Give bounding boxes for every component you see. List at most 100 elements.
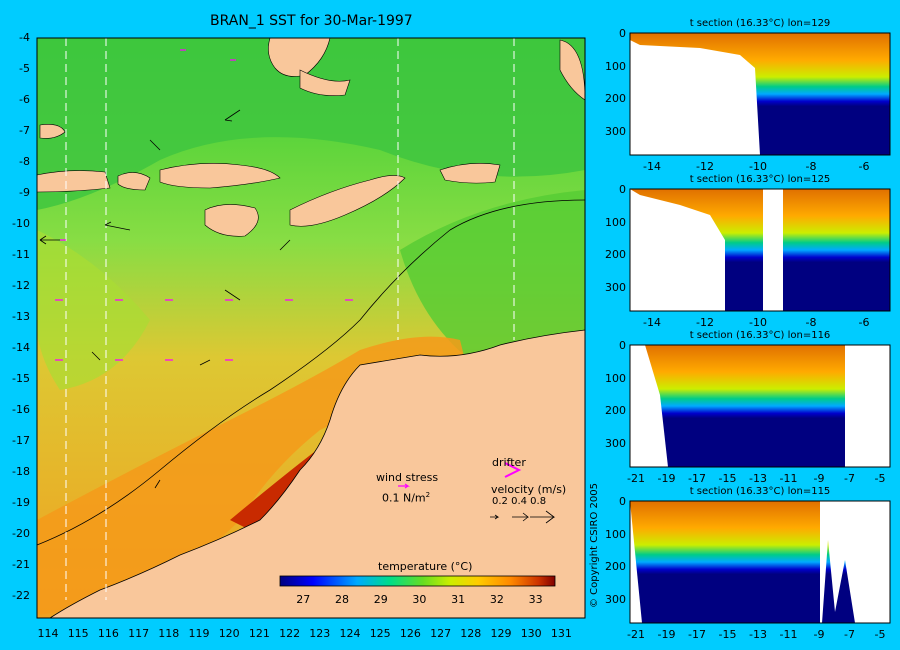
lat-tick-label: -6: [19, 93, 30, 106]
section-land-west: [630, 345, 668, 467]
lat-tick-label: -22: [12, 589, 30, 602]
section-lat-tick: -9: [813, 628, 825, 641]
section-lat-tick: -11: [779, 472, 798, 485]
copyright-text: © Copyright CSIRO 2005: [589, 483, 600, 608]
section-lat-tick: -15: [718, 472, 737, 485]
colorbar-tick-label: 27: [296, 593, 311, 606]
section-depth-tick: 0: [619, 339, 626, 352]
velocity-label: velocity (m/s): [491, 483, 567, 496]
colorbar-tick-label: 31: [451, 593, 466, 606]
section-title: t section (16.33°C) lon=115: [689, 486, 831, 497]
colorbar-tick-label: 29: [373, 593, 388, 606]
wind-arrows: [39, 109, 291, 489]
velocity-values: 0.2 0.4 0.8: [492, 496, 547, 507]
section-land: [630, 40, 760, 155]
lat-tick-label: -20: [12, 527, 30, 540]
drifter-markers: [55, 49, 353, 361]
lat-tick-label: -7: [19, 124, 30, 137]
lat-tick-label: -10: [12, 217, 30, 230]
lon-tick-label: 116: [97, 627, 119, 640]
australia-landmass: [48, 329, 586, 619]
section-gap: [763, 189, 783, 311]
section-lat-tick: -13: [749, 472, 767, 485]
section-lat-tick: -10: [749, 160, 767, 173]
map-title: BRAN_1 SST for 30-Mar-1997: [210, 13, 413, 29]
section-depth-tick: 200: [605, 404, 626, 417]
depth-contour: [36, 199, 586, 546]
lat-tick-label: -9: [19, 186, 30, 199]
java-island: [36, 170, 111, 193]
section-frame: [629, 500, 891, 624]
section-depth-tick: 100: [605, 59, 626, 73]
lat-tick-label: -12: [12, 279, 30, 292]
section-lat-tick: -7: [844, 472, 855, 485]
section-lat-tick: -11: [779, 628, 798, 641]
lon-tick-label: 114: [37, 627, 59, 640]
section-depth-tick: 200: [605, 248, 626, 261]
lat-tick-label: -18: [12, 465, 30, 478]
sst-map: [36, 37, 586, 619]
section-lat-tick: -19: [657, 628, 676, 641]
colorbar: [279, 575, 556, 587]
section-depth-tick: 0: [619, 27, 626, 40]
section-depth-tick: 200: [605, 92, 626, 105]
section-frame: [629, 32, 891, 156]
section-lat-tick: -8: [805, 316, 817, 329]
section-depth-tick: 100: [605, 215, 626, 229]
section-lat-tick: -17: [688, 628, 706, 641]
tanimbar-island: [439, 163, 501, 184]
section-depth-tick: 300: [605, 592, 626, 606]
drifter-label: drifter: [492, 456, 526, 469]
buton-island: [299, 69, 351, 96]
lon-tick-label: 126: [399, 627, 421, 640]
section-lat-tick: -5: [874, 628, 886, 641]
mid-water-west: [37, 230, 150, 390]
lat-tick-label: -14: [12, 341, 30, 354]
sumba-island: [204, 204, 259, 237]
lon-tick-label: 118: [158, 627, 180, 640]
lon-tick-label: 119: [188, 627, 210, 640]
flores-island: [159, 163, 281, 189]
velocity-legend-arrows: [490, 510, 556, 524]
section-panel-lon115: [629, 500, 891, 624]
section-lat-tick: -14: [643, 316, 661, 329]
section-depth-tick: 300: [605, 280, 626, 294]
lat-tick-label: -21: [12, 558, 30, 571]
drifter-legend-icon: [504, 462, 522, 478]
section-land-east: [820, 501, 890, 623]
section-title: t section (16.33°C) lon=116: [689, 330, 831, 341]
section-lat-tick: -10: [749, 316, 767, 329]
section-lat-tick: -6: [858, 160, 870, 173]
lat-tick-label: -15: [12, 372, 30, 385]
section-lat-tick: -17: [688, 472, 706, 485]
section-lat-tick: -14: [643, 160, 661, 173]
lon-tick-label: 115: [67, 627, 89, 640]
timor-island: [289, 175, 406, 227]
wind-stress-legend-icon: [398, 483, 410, 489]
section-land-west: [630, 501, 642, 623]
section-frame: [629, 188, 891, 312]
section-panel-lon125: [629, 188, 891, 312]
section-panel-lon129: [629, 32, 891, 156]
colorbar-tick-label: 33: [528, 593, 543, 606]
map-frame: [36, 37, 586, 619]
lon-tick-label: 129: [490, 627, 512, 640]
hot-water-coast: [230, 420, 350, 530]
lat-tick-label: -8: [19, 155, 30, 168]
lat-tick-label: -19: [12, 496, 30, 509]
lon-tick-label: 117: [128, 627, 150, 640]
colorbar-tick-label: 30: [412, 593, 427, 606]
section-depth-tick: 300: [605, 436, 626, 450]
lon-tick-label: 125: [369, 627, 391, 640]
lat-tick-label: -11: [12, 248, 30, 261]
lat-tick-label: -17: [12, 434, 30, 447]
section-lat-tick: -12: [696, 316, 714, 329]
section-depth-tick: 100: [605, 527, 626, 541]
sulawesi-island: [268, 37, 331, 77]
colorbar-tick-label: 32: [489, 593, 504, 606]
lon-tick-label: 121: [248, 627, 270, 640]
section-lat-tick: -15: [718, 628, 737, 641]
lat-tick-label: -13: [12, 310, 30, 323]
section-frame: [629, 344, 891, 468]
